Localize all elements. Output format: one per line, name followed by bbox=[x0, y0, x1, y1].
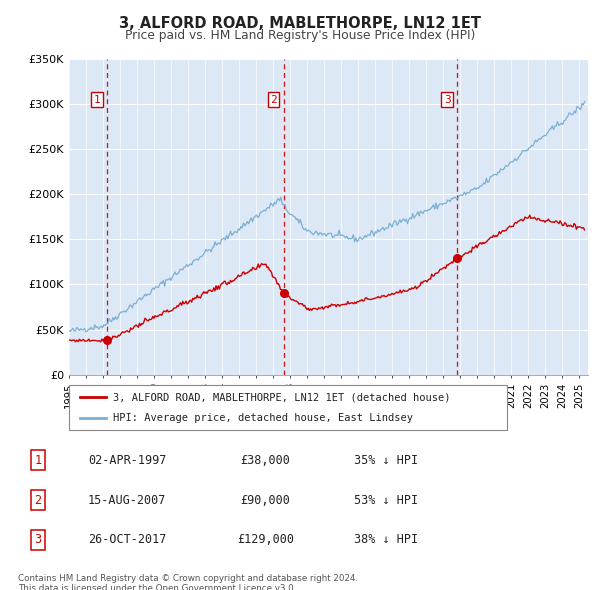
Text: Price paid vs. HM Land Registry's House Price Index (HPI): Price paid vs. HM Land Registry's House … bbox=[125, 30, 475, 42]
Text: £90,000: £90,000 bbox=[241, 493, 290, 507]
Text: 35% ↓ HPI: 35% ↓ HPI bbox=[355, 454, 418, 467]
Text: HPI: Average price, detached house, East Lindsey: HPI: Average price, detached house, East… bbox=[113, 412, 413, 422]
Text: 15-AUG-2007: 15-AUG-2007 bbox=[88, 493, 166, 507]
Text: 1: 1 bbox=[94, 94, 100, 104]
Text: 26-OCT-2017: 26-OCT-2017 bbox=[88, 533, 166, 546]
Text: 38% ↓ HPI: 38% ↓ HPI bbox=[355, 533, 418, 546]
Text: £38,000: £38,000 bbox=[241, 454, 290, 467]
Text: Contains HM Land Registry data © Crown copyright and database right 2024.: Contains HM Land Registry data © Crown c… bbox=[18, 574, 358, 583]
Text: 1: 1 bbox=[34, 454, 41, 467]
Text: 2: 2 bbox=[34, 493, 41, 507]
Text: 2: 2 bbox=[270, 94, 277, 104]
Text: £129,000: £129,000 bbox=[237, 533, 294, 546]
Text: 3, ALFORD ROAD, MABLETHORPE, LN12 1ET: 3, ALFORD ROAD, MABLETHORPE, LN12 1ET bbox=[119, 16, 481, 31]
Text: 3: 3 bbox=[444, 94, 451, 104]
Text: 3: 3 bbox=[34, 533, 41, 546]
Text: 02-APR-1997: 02-APR-1997 bbox=[88, 454, 166, 467]
Text: This data is licensed under the Open Government Licence v3.0.: This data is licensed under the Open Gov… bbox=[18, 584, 296, 590]
Text: 53% ↓ HPI: 53% ↓ HPI bbox=[355, 493, 418, 507]
Text: 3, ALFORD ROAD, MABLETHORPE, LN12 1ET (detached house): 3, ALFORD ROAD, MABLETHORPE, LN12 1ET (d… bbox=[113, 392, 450, 402]
